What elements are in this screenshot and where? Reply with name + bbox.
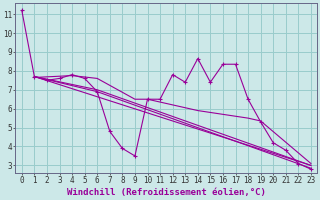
X-axis label: Windchill (Refroidissement éolien,°C): Windchill (Refroidissement éolien,°C) [67,188,266,197]
